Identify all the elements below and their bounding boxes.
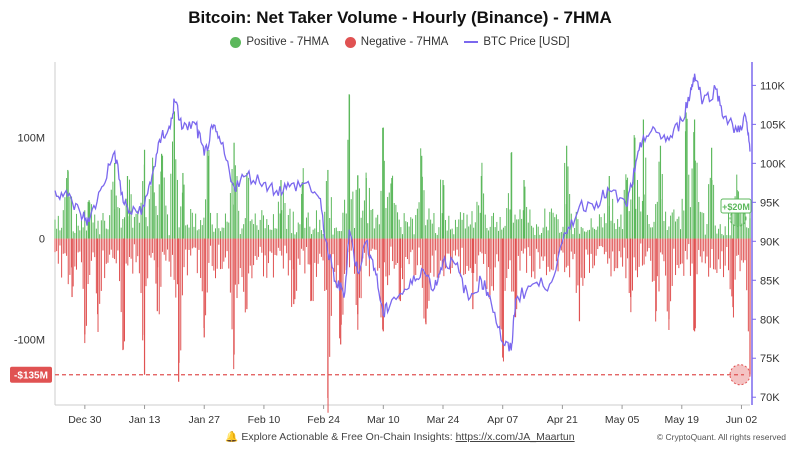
positive-annotation-box [720, 198, 752, 214]
right-axis-tick-label: 75K [760, 353, 780, 365]
x-axis-tick-label: Dec 30 [68, 414, 101, 426]
left-axis-tick-label: 100M [17, 133, 45, 145]
footer: 🔔 Explore Actionable & Free On-Chain Ins… [0, 430, 800, 443]
legend-btc-price-swatch [464, 41, 479, 43]
right-axis-tick-label: 85K [760, 275, 780, 287]
x-axis-tick-label: Jan 13 [129, 414, 161, 426]
x-axis-tick-label: Mar 24 [427, 414, 460, 426]
legend-item-btc-price[interactable]: BTC Price [USD] [464, 36, 570, 48]
copyright-text: © CryptoQuant. All rights reserved [656, 432, 786, 442]
legend-negative-label: Negative - 7HMA [360, 36, 449, 48]
legend-btc-price-label: BTC Price [USD] [483, 36, 570, 48]
btc-price-line [54, 73, 751, 352]
x-axis-tick-label: Feb 24 [307, 414, 340, 426]
legend-item-positive[interactable]: Positive - 7HMA [230, 36, 329, 48]
right-axis-tick-label: 90K [760, 236, 780, 248]
left-axis-tick-label: -100M [14, 334, 45, 346]
positive-annotation-label: +$20M [722, 202, 750, 212]
chart-title: Bitcoin: Net Taker Volume - Hourly (Bina… [188, 8, 612, 27]
right-axis-tick-label: 110K [760, 80, 786, 92]
bar-group [54, 94, 751, 413]
left-axis-tick-label: 0 [39, 234, 45, 246]
x-axis-tick-label: Mar 10 [367, 414, 400, 426]
footer-text: Explore Actionable & Free On-Chain Insig… [241, 431, 456, 443]
legend-positive-label: Positive - 7HMA [246, 36, 329, 48]
x-axis-tick-label: May 19 [665, 414, 700, 426]
negative-annotation-box [10, 366, 52, 383]
x-axis-tick-label: May 05 [605, 414, 640, 426]
x-axis-tick-label: Apr 07 [487, 414, 518, 426]
bell-icon: 🔔 [225, 431, 239, 443]
right-axis-tick-label: 70K [760, 392, 780, 404]
footer-link[interactable]: https://x.com/JA_Maartun [455, 431, 575, 443]
legend-item-negative[interactable]: Negative - 7HMA [344, 36, 449, 48]
right-axis-tick-label: 100K [760, 158, 786, 170]
right-axis-tick-label: 80K [760, 314, 780, 326]
chart-legend: Positive - 7HMA Negative - 7HMA BTC Pric… [0, 36, 800, 48]
legend-negative-swatch [344, 36, 356, 48]
x-axis-tick-label: Jan 27 [188, 414, 220, 426]
right-axis-tick-label: 105K [760, 119, 786, 131]
right-axis-tick-label: 95K [760, 197, 780, 209]
x-axis-tick-label: Jun 02 [726, 414, 758, 426]
negative-marker [729, 364, 751, 386]
x-axis-tick-label: Feb 10 [248, 414, 281, 426]
x-axis-tick-label: Apr 21 [547, 414, 578, 426]
legend-positive-swatch [230, 36, 242, 48]
negative-annotation-label: -$135M [14, 371, 48, 382]
